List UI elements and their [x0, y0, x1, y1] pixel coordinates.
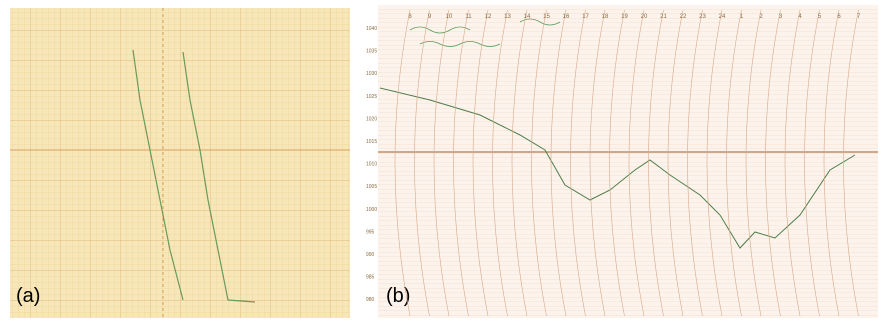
time-arc [784, 9, 801, 317]
chart-paper-grid [378, 5, 878, 318]
pressure-label: 980 [366, 297, 375, 303]
hour-label: 7 [857, 14, 861, 20]
pressure-label: 1030 [366, 71, 377, 77]
hour-label: 3 [779, 14, 783, 20]
time-arc [745, 9, 762, 317]
hour-label: 2 [759, 14, 763, 20]
time-arc [453, 9, 469, 317]
time-arc [414, 9, 430, 317]
time-arc [550, 9, 567, 317]
time-arc [706, 9, 723, 317]
time-arc [765, 9, 781, 317]
panel-a: (a) [10, 8, 350, 318]
pressure-label: 1040 [366, 26, 377, 32]
panel-label: (b) [386, 285, 410, 307]
pressure-label: 985 [366, 275, 375, 281]
time-arc [804, 9, 820, 317]
hour-label: 17 [582, 14, 589, 20]
time-arc [648, 9, 664, 317]
hour-label: 18 [602, 14, 609, 20]
pressure-label: 1010 [366, 162, 377, 168]
hour-label: 20 [641, 14, 648, 20]
hour-label: 8 [408, 14, 412, 20]
hour-label: 5 [818, 14, 822, 20]
panel-label: (a) [16, 285, 40, 307]
hour-label: 4 [798, 14, 802, 20]
hour-label: 9 [428, 14, 432, 20]
time-arc [570, 9, 586, 317]
time-arc [511, 9, 528, 317]
time-arc [433, 9, 450, 317]
time-arc [589, 9, 606, 317]
time-arc [667, 9, 684, 317]
hour-label: 15 [543, 14, 550, 20]
time-arc [823, 9, 840, 317]
time-arc [394, 9, 411, 317]
hour-label: 6 [837, 14, 841, 20]
trace [182, 51, 256, 303]
time-arc [531, 9, 547, 317]
trace [379, 87, 856, 249]
hour-label: 11 [465, 14, 472, 20]
time-arc [492, 9, 508, 317]
hour-label: 1 [740, 14, 744, 20]
hour-label: 16 [563, 14, 570, 20]
hour-label: 22 [680, 14, 687, 20]
hour-label: 12 [485, 14, 492, 20]
pressure-label: 1025 [366, 94, 377, 100]
pressure-label: 1020 [366, 116, 377, 122]
panel-b: (b) 8 9 10 11 12 13 14 15 16 17 18 19 20 21 22 23 24 1 2 3 4… [366, 5, 878, 318]
time-arc [472, 9, 489, 317]
time-arc [726, 9, 742, 317]
hour-label: 24 [719, 14, 726, 20]
time-arc [843, 9, 859, 317]
hour-label: 10 [446, 14, 453, 20]
hour-label: 21 [660, 14, 667, 20]
pressure-label: 1000 [366, 207, 377, 213]
hour-label: 19 [621, 14, 628, 20]
time-arc [609, 9, 625, 317]
hour-label: 14 [524, 14, 531, 20]
chart-paper-grid [10, 8, 350, 318]
pressure-label: 990 [366, 252, 375, 258]
handwriting [409, 18, 561, 47]
pressure-label: 995 [366, 229, 375, 235]
pressure-label: 1005 [366, 184, 377, 190]
pressure-label: 1035 [366, 49, 377, 55]
hour-label: 13 [504, 14, 511, 20]
time-arc [687, 9, 703, 317]
time-arc [628, 9, 645, 317]
trace [132, 49, 184, 301]
pressure-label: 1015 [366, 139, 377, 145]
hour-label: 23 [699, 14, 706, 20]
